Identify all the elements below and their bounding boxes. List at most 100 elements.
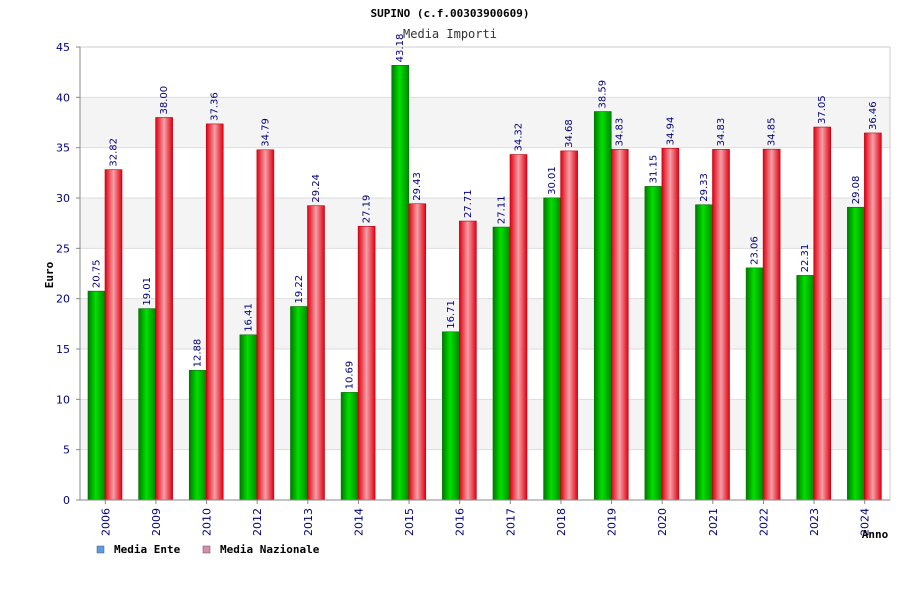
- chart-subtitle: Media Importi: [403, 27, 497, 41]
- x-tick-label: 2013: [302, 508, 315, 536]
- axes: 0 5 10 15 20 25 30 35 40 45 2006 2009 2010 2012 2013 20…: [56, 41, 890, 536]
- bar-media-ente: [644, 186, 663, 501]
- bar-value-label: 19.01: [142, 277, 153, 306]
- bar-value-label: 29.43: [412, 172, 423, 201]
- legend-item-ente: Media Ente: [96, 543, 181, 556]
- bar-media-nazionale: [205, 123, 224, 501]
- x-tick-label: 2017: [504, 508, 517, 536]
- y-tick-label: 35: [56, 142, 70, 155]
- bar-media-ente: [340, 392, 359, 501]
- bar-media-ente: [543, 197, 561, 501]
- bar-media-nazionale: [864, 132, 882, 501]
- bar-media-ente: [847, 206, 865, 501]
- bar-value-label: 20.75: [92, 259, 103, 288]
- bar-media-nazionale: [509, 154, 528, 501]
- bar-media-ente: [745, 267, 764, 501]
- bar-value-label: 27.11: [497, 195, 508, 224]
- bar-value-label: 38.59: [598, 80, 609, 109]
- x-tick-label: 2016: [454, 508, 467, 536]
- bar-value-label: 29.24: [311, 174, 322, 203]
- bar-media-nazionale: [459, 220, 477, 501]
- bar-value-label: 16.41: [243, 303, 254, 332]
- bar-value-label: 32.82: [109, 138, 120, 167]
- bar-media-nazionale: [408, 203, 427, 501]
- bar-media-ente: [695, 204, 713, 501]
- grid-band: [80, 47, 890, 98]
- bar-media-ente: [492, 226, 511, 501]
- bar-media-nazionale: [813, 126, 832, 501]
- y-tick-label: 5: [63, 444, 70, 457]
- bar-media-nazionale: [762, 148, 781, 501]
- y-tick-label: 0: [63, 494, 70, 507]
- x-tick-label: 2021: [707, 508, 720, 536]
- bar-value-label: 36.46: [868, 101, 879, 130]
- x-tick-label: 2019: [606, 508, 619, 536]
- y-axis-label: Euro: [43, 261, 56, 288]
- y-tick-label: 30: [56, 192, 70, 205]
- bar-media-nazionale: [104, 169, 123, 501]
- bar-media-ente: [290, 306, 308, 501]
- x-tick-label: 2023: [808, 508, 821, 536]
- y-tick-label: 10: [56, 393, 70, 406]
- legend: Media Ente Media Nazionale: [96, 543, 320, 556]
- bar-value-label: 43.18: [395, 34, 406, 63]
- bar-value-label: 10.69: [345, 361, 356, 390]
- x-axis-label: Anno: [862, 528, 889, 541]
- legend-item-nazionale: Media Nazionale: [202, 543, 320, 556]
- bar-value-label: 19.22: [294, 275, 305, 304]
- bar-value-label: 16.71: [446, 300, 457, 329]
- y-tick-label: 15: [56, 343, 70, 356]
- bar-value-label: 29.33: [699, 173, 710, 202]
- legend-swatch-nazionale: [202, 545, 211, 554]
- y-tick-label: 25: [56, 242, 70, 255]
- bar-media-nazionale: [155, 117, 173, 501]
- legend-label-ente: Media Ente: [114, 543, 181, 556]
- bar-media-nazionale: [610, 149, 629, 501]
- bar-value-label: 27.19: [362, 195, 373, 224]
- bar-value-label: 34.32: [514, 123, 525, 152]
- y-tick-label: 45: [56, 41, 70, 54]
- bar-media-nazionale: [256, 149, 275, 501]
- bar-media-nazionale: [661, 147, 680, 501]
- bar-value-label: 34.79: [260, 118, 271, 147]
- bar-media-nazionale: [307, 205, 325, 501]
- bar-value-label: 31.15: [648, 155, 659, 184]
- x-tick-label: 2014: [352, 508, 365, 536]
- y-tick-label: 40: [56, 91, 70, 104]
- bar-value-label: 38.00: [159, 86, 170, 115]
- x-tick-label: 2020: [656, 508, 669, 536]
- bar-media-ente: [442, 331, 460, 501]
- bar-media-ente: [138, 308, 156, 501]
- bar-media-ente: [239, 334, 258, 501]
- x-tick-label: 2009: [150, 508, 163, 536]
- bar-value-label: 29.08: [851, 176, 862, 205]
- bar-value-label: 22.31: [800, 244, 811, 273]
- legend-label-nazionale: Media Nazionale: [220, 543, 320, 556]
- bar-media-nazionale: [560, 150, 578, 501]
- x-tick-label: 2024: [859, 508, 872, 536]
- x-tick-label: 2015: [403, 508, 416, 536]
- bar-media-nazionale: [712, 149, 730, 501]
- bar-value-label: 34.68: [564, 119, 575, 148]
- x-tick-label: 2012: [251, 508, 264, 536]
- chart-title: SUPINO (c.f.00303900609): [371, 7, 530, 20]
- bar-value-label: 27.71: [463, 189, 474, 218]
- bar-value-label: 23.06: [750, 236, 761, 265]
- bar-media-ente: [391, 65, 410, 501]
- bar-value-label: 12.88: [193, 339, 204, 368]
- x-tick-label: 2022: [757, 508, 770, 536]
- x-tick-label: 2010: [201, 508, 214, 536]
- bar-media-ente: [87, 290, 106, 501]
- bar-value-label: 34.83: [615, 118, 626, 147]
- bar-media-ente: [796, 275, 815, 501]
- bar-value-label: 34.94: [665, 117, 676, 146]
- legend-swatch-ente: [96, 545, 105, 554]
- bar-value-label: 34.85: [767, 118, 778, 147]
- x-tick-label: 2006: [99, 508, 112, 536]
- bar-value-label: 37.36: [210, 92, 221, 121]
- bar-value-label: 30.01: [547, 166, 558, 195]
- x-tick-label: 2018: [555, 508, 568, 536]
- bar-media-ente: [593, 111, 612, 501]
- bar-value-label: 37.05: [817, 95, 828, 124]
